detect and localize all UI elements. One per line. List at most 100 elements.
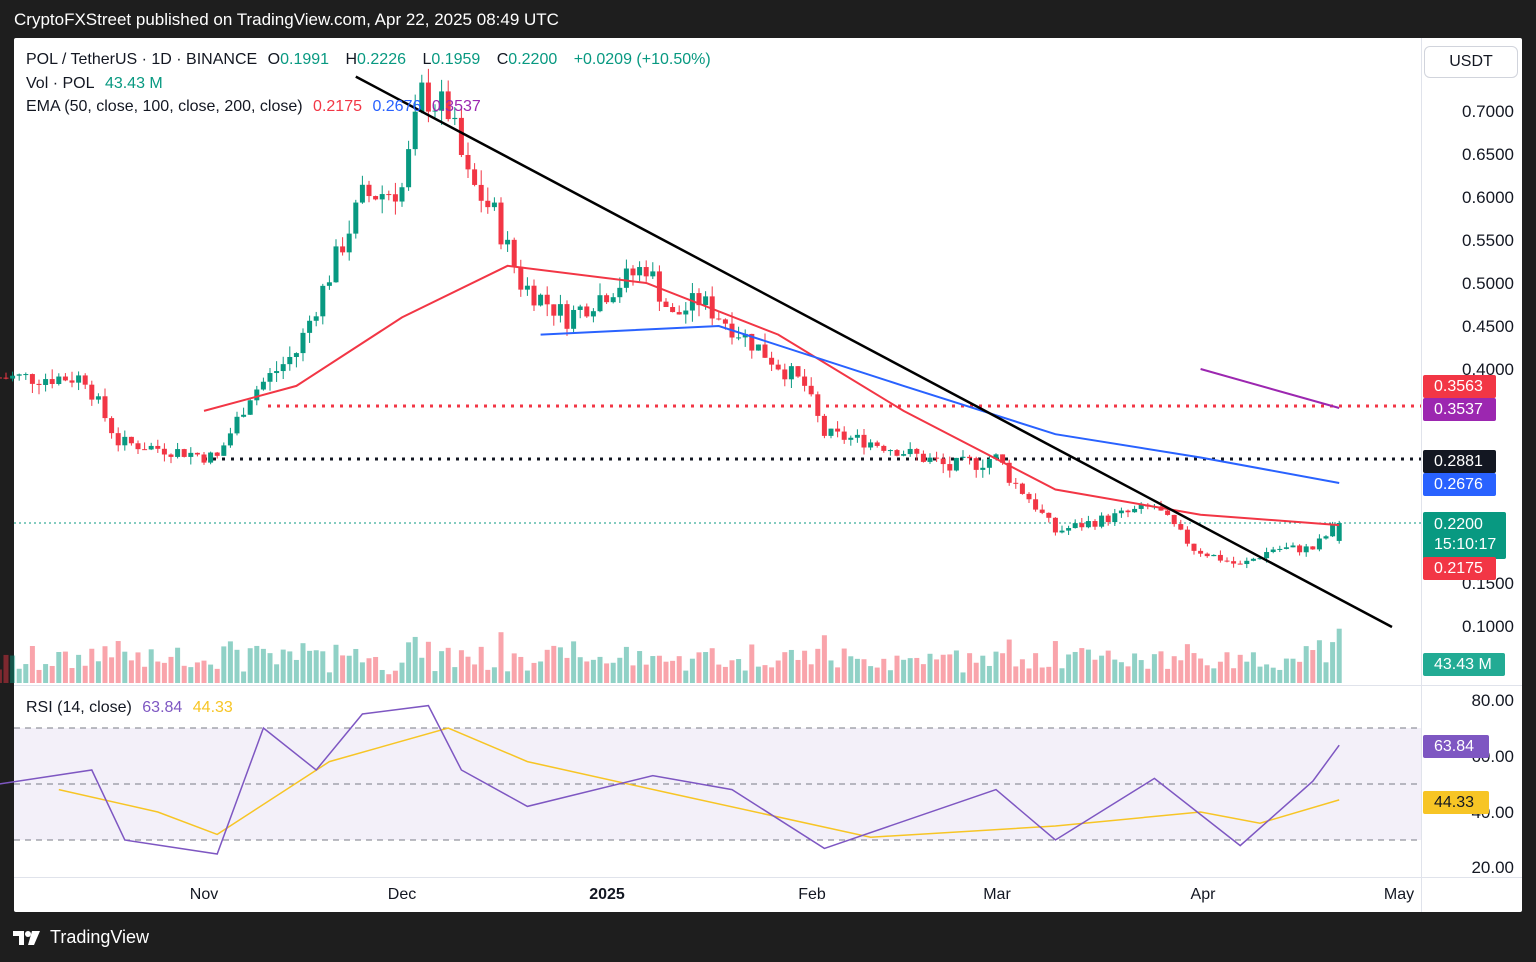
symbol-name[interactable]: POL / TetherUS · 1D · BINANCE bbox=[26, 51, 258, 68]
volume-bar bbox=[1085, 649, 1091, 683]
candle-body bbox=[56, 376, 62, 384]
candle-body bbox=[1244, 560, 1250, 565]
candle-body bbox=[722, 319, 728, 324]
candle-body bbox=[736, 337, 742, 339]
volume-bar bbox=[927, 653, 933, 683]
x-tick-label: Nov bbox=[189, 886, 219, 903]
candle-body bbox=[379, 194, 385, 200]
volume-bar bbox=[769, 667, 775, 683]
volume-bar bbox=[828, 660, 834, 683]
candle-body bbox=[1085, 521, 1091, 528]
volume-bar bbox=[1178, 660, 1184, 683]
candle-body bbox=[1224, 560, 1230, 562]
volume-bar bbox=[868, 666, 874, 683]
candle-body bbox=[95, 396, 101, 400]
candle-body bbox=[577, 306, 583, 310]
candle-body bbox=[201, 454, 207, 463]
candle-body bbox=[524, 285, 530, 290]
candle-body bbox=[320, 285, 326, 317]
rsi-ma-line bbox=[58, 727, 1340, 838]
candle-body bbox=[901, 454, 907, 456]
volume-bar bbox=[10, 655, 16, 683]
volume-bar bbox=[650, 656, 656, 683]
chart-panel[interactable] bbox=[14, 38, 1522, 912]
volume-bar bbox=[439, 651, 445, 683]
candle-body bbox=[43, 379, 49, 385]
volume-bar bbox=[1231, 668, 1237, 683]
volume-bar bbox=[1165, 668, 1171, 683]
candle-body bbox=[300, 332, 306, 354]
ema100-line bbox=[540, 324, 1340, 484]
candle-body bbox=[1277, 548, 1283, 550]
candle-body bbox=[656, 271, 662, 302]
candle-body bbox=[155, 445, 161, 449]
ema-label[interactable]: EMA (50, close, 100, close, 200, close) bbox=[26, 98, 303, 115]
candle-body bbox=[366, 184, 372, 197]
candle-body bbox=[399, 187, 405, 202]
candle-body bbox=[894, 450, 900, 456]
candle-body bbox=[406, 149, 412, 188]
volume-bar bbox=[1000, 653, 1006, 683]
volume-bar bbox=[214, 668, 220, 683]
volume-bar bbox=[1184, 644, 1190, 683]
candle-body bbox=[854, 434, 860, 438]
volume-bar bbox=[973, 662, 979, 683]
volume-bar bbox=[359, 662, 365, 683]
candle-body bbox=[584, 306, 590, 317]
candle-body bbox=[782, 369, 788, 380]
rsi-label[interactable]: RSI (14, close) bbox=[26, 699, 132, 716]
volume-bar bbox=[584, 661, 590, 683]
currency-button[interactable]: USDT bbox=[1424, 46, 1518, 78]
volume-bar bbox=[1224, 652, 1230, 683]
volume-bar bbox=[313, 650, 319, 683]
candle-body bbox=[29, 374, 35, 384]
publisher-header: CryptoFXStreet published on TradingView.… bbox=[14, 10, 559, 29]
volume-bar bbox=[967, 653, 973, 683]
volume-bar bbox=[16, 668, 22, 683]
candle-body bbox=[1039, 509, 1045, 513]
volume-bar bbox=[432, 671, 438, 683]
candle-body bbox=[359, 184, 365, 203]
candle-body bbox=[333, 246, 339, 283]
volume-bar bbox=[472, 664, 478, 683]
ema50-value: 0.2175 bbox=[313, 98, 362, 115]
candle-body bbox=[3, 377, 9, 379]
candle-body bbox=[788, 366, 794, 380]
rsi-tick-label: 80.00 bbox=[1471, 691, 1514, 710]
volume-bar bbox=[894, 655, 900, 683]
candle-body bbox=[709, 296, 715, 319]
candle-body bbox=[960, 456, 966, 458]
candle-body bbox=[293, 353, 299, 357]
rsi-line bbox=[0, 704, 1340, 855]
candle-body bbox=[927, 457, 933, 462]
candle-body bbox=[392, 194, 398, 202]
volume-label[interactable]: Vol · POL bbox=[26, 75, 95, 92]
candle-body bbox=[1033, 499, 1039, 510]
volume-bar bbox=[29, 646, 35, 683]
candle-body bbox=[472, 169, 478, 185]
candle-body bbox=[821, 415, 827, 436]
ohlc-low: L0.1959 bbox=[422, 51, 481, 68]
volume-bar bbox=[795, 659, 801, 683]
volume-bar bbox=[122, 651, 128, 683]
volume-bar bbox=[1330, 642, 1336, 683]
y-tick-label: 0.7000 bbox=[1462, 102, 1514, 121]
candle-body bbox=[802, 376, 808, 386]
candle-body bbox=[1323, 536, 1329, 539]
volume-bar bbox=[821, 635, 827, 683]
candle-body bbox=[887, 450, 893, 452]
candle-body bbox=[36, 383, 42, 385]
candle-body bbox=[571, 309, 577, 329]
volume-bar bbox=[399, 662, 405, 683]
last-price-tag: 0.2200 15:10:17 bbox=[1423, 512, 1507, 559]
volume-bar bbox=[610, 662, 616, 683]
tradingview-footer[interactable]: TradingView bbox=[12, 927, 149, 948]
pane-separator[interactable] bbox=[14, 685, 1522, 686]
last-price-value: 0.2200 bbox=[1434, 516, 1483, 533]
candle-body bbox=[1191, 543, 1197, 551]
volume-bar bbox=[128, 660, 134, 683]
rsi-tag: 63.84 bbox=[1423, 735, 1489, 758]
candle-body bbox=[1283, 547, 1289, 549]
volume-bar bbox=[333, 644, 339, 683]
